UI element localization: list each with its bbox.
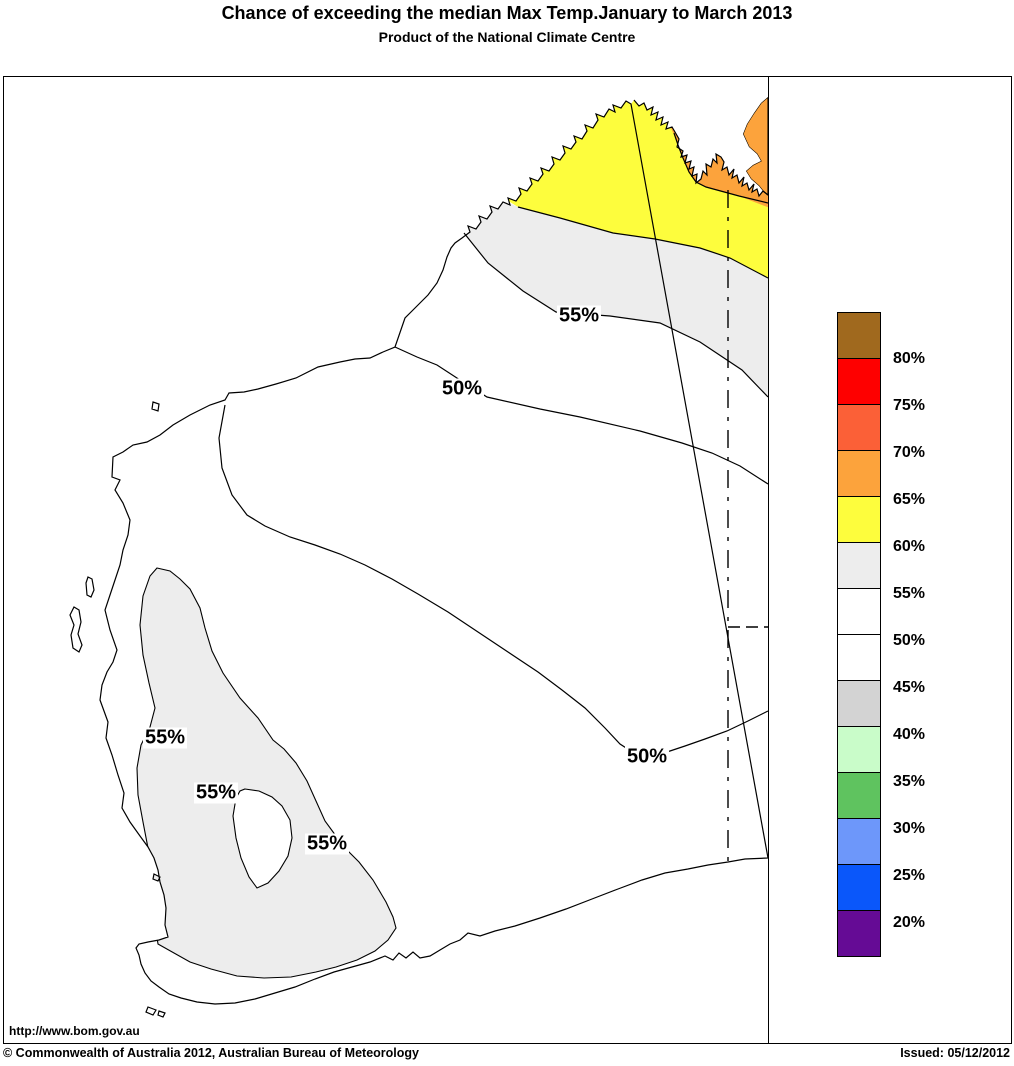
legend-box-80% bbox=[837, 312, 881, 359]
legend-box-55% bbox=[837, 542, 881, 589]
legend-box-35% bbox=[837, 726, 881, 773]
legend-box-30% bbox=[837, 772, 881, 819]
contour-65 bbox=[673, 132, 768, 204]
contour-label-55: 55% bbox=[556, 304, 602, 327]
legend-box-60% bbox=[837, 496, 881, 543]
contour-label-55: 55% bbox=[142, 726, 188, 749]
contour-50-north bbox=[394, 346, 768, 485]
legend-label-55%: 55% bbox=[893, 585, 926, 602]
contour-60 bbox=[517, 206, 768, 279]
legend-box-lowest bbox=[837, 910, 881, 957]
legend-box-40% bbox=[837, 680, 881, 727]
legend-label-60%: 60% bbox=[893, 538, 926, 555]
legend-label-25%: 25% bbox=[893, 867, 926, 884]
page-subtitle: Product of the National Climate Centre bbox=[378, 29, 636, 45]
map-legend-divider bbox=[768, 77, 769, 1043]
contour-label-50: 50% bbox=[439, 377, 485, 400]
contour-label-50: 50% bbox=[624, 745, 670, 768]
legend-label-70%: 70% bbox=[893, 444, 926, 461]
legend-label-80%: 80% bbox=[893, 350, 926, 367]
legend-box-25% bbox=[837, 818, 881, 865]
contour-50-south bbox=[218, 404, 768, 756]
legend-label-75%: 75% bbox=[893, 397, 926, 414]
probability-regions bbox=[136, 97, 768, 979]
coastline bbox=[69, 99, 768, 1018]
legend-label-35%: 35% bbox=[893, 773, 926, 790]
copyright-text: © Commonwealth of Australia 2012, Austra… bbox=[3, 1046, 419, 1060]
contour-lines bbox=[218, 132, 768, 756]
legend-box-50% bbox=[837, 588, 881, 635]
legend-label-40%: 40% bbox=[893, 726, 926, 743]
region-nt-orange bbox=[742, 97, 768, 197]
legend-label-20%: 20% bbox=[893, 914, 926, 931]
region-55-60-north bbox=[455, 201, 768, 397]
legend-box-20% bbox=[837, 864, 881, 911]
legend-box-65% bbox=[837, 450, 881, 497]
legend-label-50%: 50% bbox=[893, 632, 926, 649]
legend-color-scale: 80% 75% 70% 65% 60% 55% 50% 45% 40% 35% 30% 25% 20% bbox=[837, 312, 1007, 957]
page-title: Chance of exceeding the median Max Temp.… bbox=[221, 3, 793, 23]
legend-box-70% bbox=[837, 404, 881, 451]
issued-date-text: Issued: 05/12/2012 bbox=[900, 1046, 1010, 1060]
legend-box-45% bbox=[837, 634, 881, 681]
region-55-60-southwest bbox=[136, 567, 397, 979]
legend-label-65%: 65% bbox=[893, 491, 926, 508]
contour-label-55: 55% bbox=[304, 832, 350, 855]
state-border-lines bbox=[727, 190, 768, 862]
legend-box-75% bbox=[837, 358, 881, 405]
bom-url-text: http://www.bom.gov.au bbox=[9, 1024, 140, 1038]
legend-label-45%: 45% bbox=[893, 679, 926, 696]
map-canvas bbox=[69, 97, 768, 1018]
legend-label-30%: 30% bbox=[893, 820, 926, 837]
contour-label-55: 55% bbox=[193, 781, 239, 804]
